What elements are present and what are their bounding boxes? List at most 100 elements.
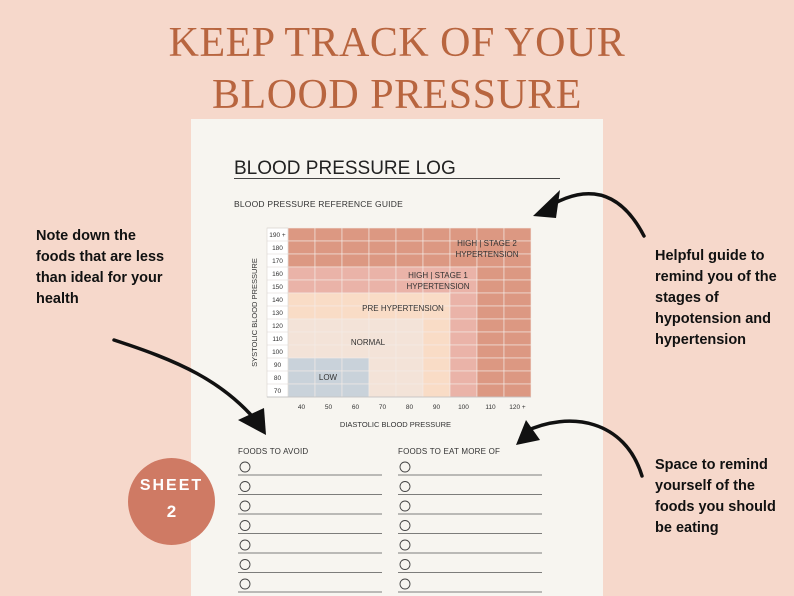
chart-cell	[422, 344, 451, 359]
x-tick-label: 100	[458, 404, 469, 411]
zone-label-low: LOW	[319, 373, 338, 382]
chart-cell	[314, 357, 343, 372]
chart-cell	[476, 357, 505, 372]
chart-cell	[287, 318, 316, 333]
chart-cell	[476, 318, 505, 333]
x-tick-label: 110	[485, 404, 496, 411]
avoid-item-checkbox	[239, 578, 251, 590]
chart-cell	[368, 357, 397, 372]
arrow-to-foods-avoid	[112, 338, 264, 430]
avoid-item-checkbox	[239, 461, 251, 473]
chart-cell	[395, 357, 424, 372]
y-axis-label: SYSTOLIC BLOOD PRESSURE	[250, 258, 259, 367]
chart-cell	[368, 266, 397, 281]
note-foods-to-avoid: Note down the foods that are less than i…	[36, 228, 165, 307]
chart-cell	[341, 266, 370, 281]
avoid-item-checkbox	[239, 481, 251, 492]
y-tick-label: 140	[272, 297, 283, 304]
chart-cell	[314, 305, 343, 320]
arrow-to-foods-avoid-head	[238, 408, 266, 435]
y-tick-label: 150	[272, 284, 283, 291]
chart-cell	[341, 227, 370, 242]
chart-cell	[341, 318, 370, 333]
chart-cell	[368, 253, 397, 268]
sheet-badge: SHEET 2	[128, 458, 215, 545]
chart-cell	[314, 383, 343, 398]
eat-more-item-checkbox	[399, 539, 411, 551]
chart-cell	[314, 240, 343, 255]
chart-cell	[503, 383, 532, 398]
note-reference-guide: Helpful guide to remind you of the stage…	[655, 248, 777, 348]
chart-cell	[476, 305, 505, 320]
x-tick-label: 70	[379, 404, 387, 411]
chart-cell	[476, 331, 505, 346]
y-tick-label: 80	[274, 375, 282, 382]
chart-cell	[395, 318, 424, 333]
y-tick-label: 100	[272, 349, 283, 356]
foods-to-avoid-title: FOODS TO AVOID	[238, 447, 309, 456]
chart-cell	[341, 253, 370, 268]
x-tick-label: 80	[406, 404, 414, 411]
eat-more-item-checkbox	[399, 520, 411, 531]
chart-cell	[449, 357, 478, 372]
chart-cell	[368, 370, 397, 385]
chart-cell	[476, 370, 505, 385]
chart-cell	[287, 279, 316, 294]
title-rule	[234, 178, 560, 179]
eat-more-item-checkbox	[399, 481, 411, 492]
foods-to-eat-more-title: FOODS TO EAT MORE OF	[398, 447, 501, 456]
chart-cell	[341, 240, 370, 255]
chart-cell	[341, 357, 370, 372]
avoid-item-checkbox	[239, 559, 251, 570]
avoid-item-checkbox	[239, 500, 251, 512]
annotation-arrows	[112, 190, 646, 478]
chart-cell	[368, 318, 397, 333]
y-tick-label: 110	[272, 336, 283, 343]
chart-cell	[449, 318, 478, 333]
sheet-badge-number: 2	[166, 502, 177, 521]
chart-cell	[287, 292, 316, 307]
chart-cell	[503, 266, 532, 281]
reference-chart: 190 + 180 170 160 150 140 130 120 110 100 90 80 70 40…	[250, 227, 532, 429]
chart-cell	[503, 305, 532, 320]
chart-cell	[503, 344, 532, 359]
eat-more-item-checkbox	[399, 578, 411, 590]
chart-cell	[503, 292, 532, 307]
y-tick-label: 160	[272, 271, 283, 278]
chart-cell	[503, 318, 532, 333]
y-tick-label: 70	[274, 388, 282, 395]
eat-more-item-checkbox	[399, 559, 411, 570]
chart-cell	[449, 383, 478, 398]
chart-cell	[476, 266, 505, 281]
chart-cell	[368, 383, 397, 398]
chart-cell	[395, 253, 424, 268]
chart-cell	[287, 383, 316, 398]
x-tick-label: 120 +	[509, 404, 526, 411]
chart-cell	[287, 370, 316, 385]
chart-cell	[395, 344, 424, 359]
headline-line-2: BLOOD PRESSURE	[212, 72, 582, 118]
chart-cell	[422, 227, 451, 242]
food-lists	[238, 461, 542, 593]
zone-label-normal: NORMAL	[351, 338, 386, 347]
y-tick-label: 90	[274, 362, 282, 369]
log-title: BLOOD PRESSURE LOG	[234, 158, 456, 179]
chart-cell	[287, 305, 316, 320]
chart-cell	[395, 383, 424, 398]
chart-cell	[422, 331, 451, 346]
chart-cell	[395, 370, 424, 385]
zone-label-stage2: HIGH | STAGE 2	[457, 239, 517, 248]
arrow-to-guide-head	[533, 190, 560, 218]
chart-cell	[422, 383, 451, 398]
x-tick-label: 90	[433, 404, 441, 411]
chart-cell	[314, 279, 343, 294]
chart-cell	[503, 357, 532, 372]
chart-cell	[287, 357, 316, 372]
chart-cell	[341, 279, 370, 294]
x-tick-label: 50	[325, 404, 333, 411]
headline-line-1: KEEP TRACK OF YOUR	[168, 20, 626, 66]
chart-cell	[341, 370, 370, 385]
chart-cell	[314, 292, 343, 307]
chart-cell	[422, 357, 451, 372]
chart-cell	[395, 240, 424, 255]
